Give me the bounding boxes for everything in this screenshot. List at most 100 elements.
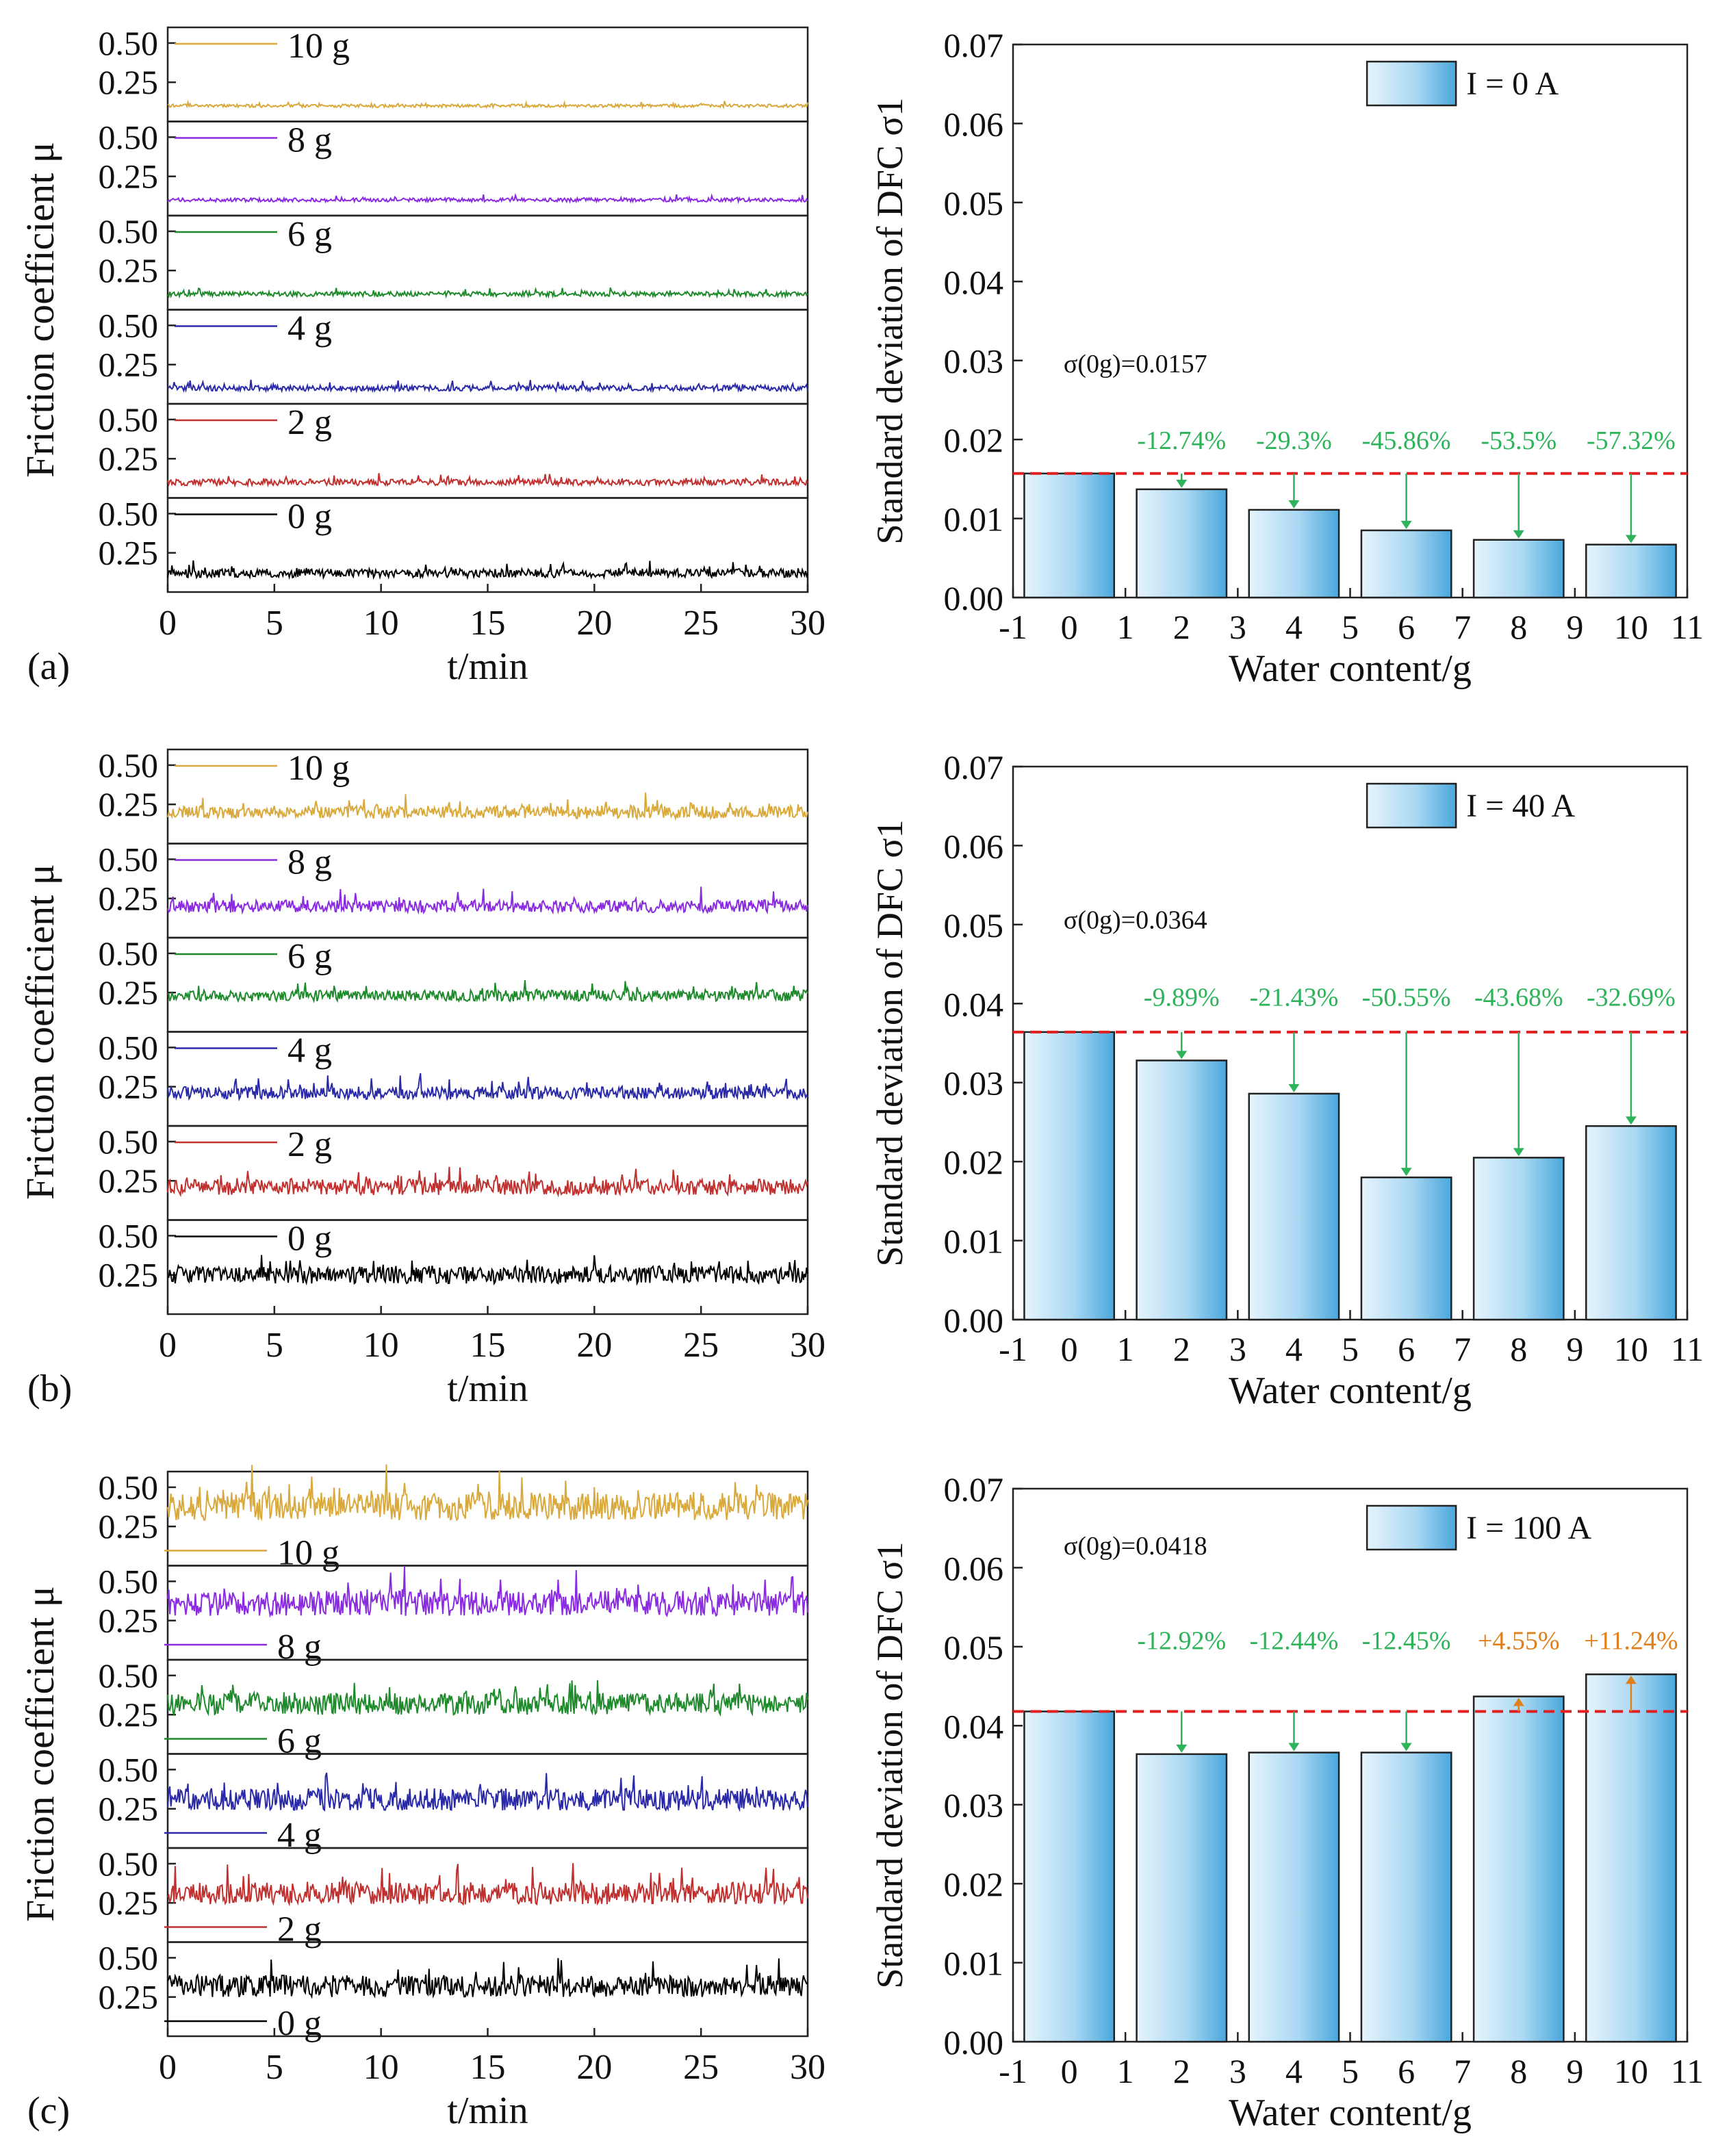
sigma-xtick-label: 4 [1285,608,1303,646]
sigma-ytick-label: 0.02 [944,1865,1004,1903]
sigma-xtick-label: 6 [1398,608,1415,646]
friction-legend-label: 6 g [277,1722,322,1761]
friction-xtick-label: 25 [683,2048,719,2087]
sigma-legend-swatch [1366,782,1457,829]
sigma-ytick-label: 0.00 [944,579,1004,617]
friction-legend-label: 4 g [287,1031,332,1070]
sigma-change-arrow-head [1176,1744,1188,1753]
sigma-ytick-label: 0.00 [944,2023,1004,2062]
friction-legend-label: 10 g [287,749,350,788]
sigma-ytick-label: 0.00 [944,1301,1004,1339]
friction-xtick-label: 5 [266,604,283,643]
sigma-xtick-label: 11 [1671,2052,1704,2090]
sigma-xtick-label: 8 [1510,2052,1527,2090]
friction-trace-8g [167,192,808,205]
sigma-xtick-label: 11 [1671,1330,1704,1368]
sigma-change-label: -53.5% [1481,426,1557,455]
sigma-legend-label: I = 100 A [1466,1510,1591,1546]
friction-xtick-label: 15 [470,2048,506,2087]
sigma-reference-label: σ(0g)=0.0418 [1064,1532,1207,1561]
sigma-bar-6g [1360,529,1452,599]
friction-trace-10g [167,1464,808,1522]
sigma-bar-8g [1472,539,1565,599]
friction-ytick-label: 0.25 [99,157,159,196]
friction-xtick-label: 10 [363,2048,399,2087]
friction-ytick-label: 0.25 [99,785,159,823]
sigma-bar-4g [1248,509,1340,599]
friction-legend-label: 10 g [277,1534,340,1573]
friction-ytick-label: 0.25 [99,1256,159,1294]
friction-ytick-label: 0.50 [99,118,159,156]
sigma-xtick-label: 9 [1566,1330,1583,1368]
friction-ytick-label: 0.50 [99,1750,159,1788]
friction-legend-label: 2 g [287,1125,332,1164]
friction-legend-label: 10 g [287,27,350,66]
friction-trace-6g [167,980,808,1003]
sigma-bar-6g [1360,1176,1452,1321]
friction-legend-label: 4 g [287,309,332,348]
friction-subpanel-frame [166,1031,809,1127]
sigma-xtick-label: 7 [1454,608,1471,646]
friction-ytick-label: 0.25 [99,63,159,101]
sigma-bar-2g [1136,488,1228,599]
sigma-bar-4g [1248,1092,1340,1321]
friction-ytick-label: 0.25 [99,346,159,384]
friction-xtick-label: 25 [683,1326,719,1365]
friction-trace-2g [167,1166,808,1198]
sigma-ytick-label: 0.07 [944,748,1004,786]
friction-ytick-label: 0.25 [99,439,159,478]
sigma-xtick-label: -1 [999,608,1027,646]
friction-xtick-label: 10 [363,604,399,643]
sigma-bar-0g [1023,1710,1115,2043]
friction-trace-6g [167,287,808,299]
sigma-bar-10g [1585,1673,1677,2043]
sigma-xtick-label: 3 [1229,608,1246,646]
sigma-change-label: -21.43% [1250,984,1339,1012]
sigma-xtick-label: 10 [1614,2052,1648,2090]
sigma-change-label: -45.86% [1362,426,1451,455]
friction-ylabel: Friction coefficient μ [18,864,62,1200]
sigma-change-label: +11.24% [1584,1626,1678,1655]
sigma-change-label: -32.69% [1587,984,1676,1012]
friction-ytick-label: 0.50 [99,24,159,62]
friction-legend-label: 0 g [287,1220,332,1259]
sigma-change-label: -12.74% [1137,426,1226,455]
friction-ytick-label: 0.50 [99,306,159,344]
friction-subpanel-frame [166,1565,809,1661]
friction-ytick-label: 0.50 [99,840,159,878]
sigma-bar-10g [1585,543,1677,599]
sigma-change-arrow-head [1513,1697,1524,1706]
friction-subpanel-frame [166,26,809,123]
friction-xtick-label: 5 [266,1326,283,1365]
friction-ytick-label: 0.50 [99,400,159,439]
sigma-xtick-label: 11 [1671,608,1704,646]
sigma-xtick-label: 3 [1229,2052,1246,2090]
sigma-xtick-label: 5 [1342,2052,1359,2090]
sigma-ytick-label: 0.05 [944,1628,1004,1667]
sigma-ytick-label: 0.07 [944,26,1004,64]
sigma-xlabel: Water content/g [1229,647,1472,690]
sigma-bar-10g [1585,1125,1677,1321]
sigma-legend-swatch [1366,1504,1457,1551]
sigma-legend-label: I = 40 A [1466,788,1575,824]
friction-subpanel-frame [166,1470,809,1567]
friction-subpanel-frame [166,843,809,939]
friction-xtick-label: 0 [159,2048,177,2087]
friction-ytick-label: 0.50 [99,1938,159,1977]
sigma-change-arrow-head [1513,1148,1524,1157]
panel-label: (a) [27,645,70,688]
friction-ytick-label: 0.50 [99,1468,159,1506]
sigma-xtick-label: 7 [1454,1330,1471,1368]
sigma-xtick-label: 0 [1061,608,1078,646]
sigma-change-arrow-head [1288,1743,1300,1751]
sigma-bar-2g [1136,1060,1228,1321]
friction-ytick-label: 0.25 [99,973,159,1012]
friction-subpanel-frame [166,1753,809,1849]
sigma-xtick-label: 5 [1342,608,1359,646]
friction-ytick-label: 0.25 [99,534,159,572]
friction-ytick-label: 0.50 [99,1656,159,1695]
sigma-reference-label: σ(0g)=0.0364 [1064,906,1207,935]
sigma-change-arrow-head [1400,1168,1412,1177]
